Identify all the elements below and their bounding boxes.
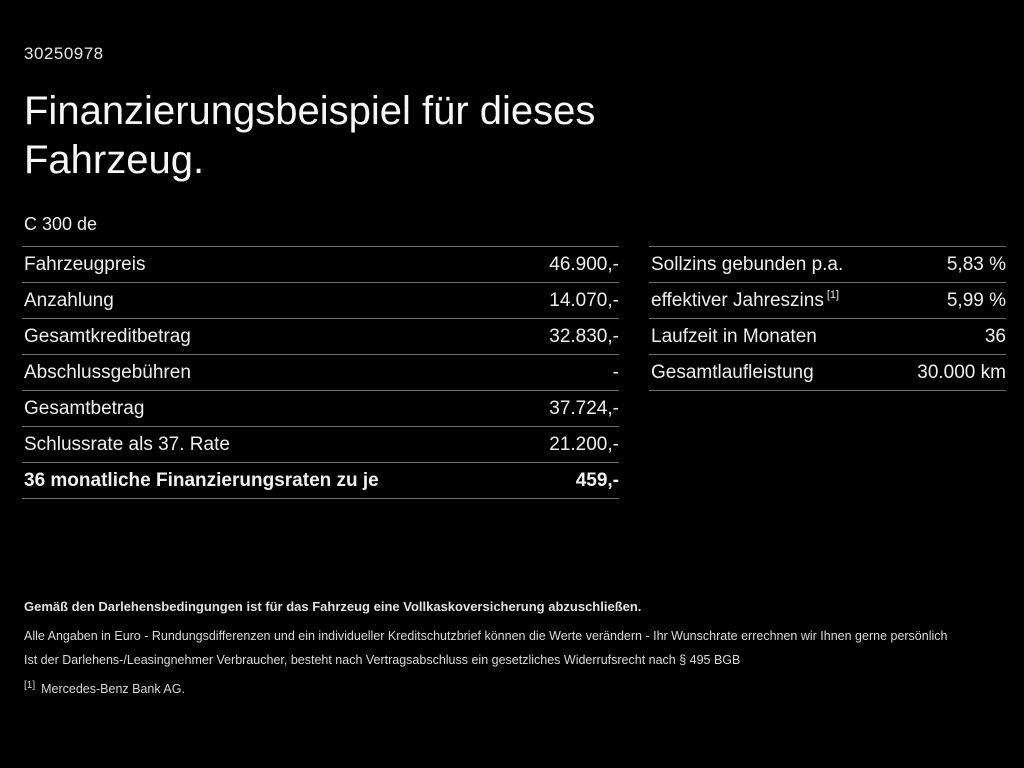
table-row: Laufzeit in Monaten 36 [649,318,1006,354]
row-value: 5,99 % [946,289,1006,311]
row-label: Sollzins gebunden p.a. [651,253,844,275]
table-row: Abschlussgebühren - [22,354,619,390]
row-label: Fahrzeugpreis [24,253,146,275]
row-label: effektiver Jahreszins [1] [649,290,839,312]
row-label: Anzahlung [24,289,114,311]
financing-tables: Fahrzeugpreis 46.900,- Anzahlung 14.070,… [22,246,1007,499]
footnote-marker: [1] [24,680,36,691]
table-row: Sollzins gebunden p.a. 5,83 % [649,246,1006,282]
offer-id: 30250978 [24,44,104,63]
row-value: 37.724,- [549,397,619,419]
row-value: 5,83 % [946,253,1006,275]
row-label: Gesamtbetrag [24,397,145,419]
row-value: 21.200,- [549,433,619,455]
financing-conditions-table: Sollzins gebunden p.a. 5,83 % effektiver… [649,246,1006,391]
table-row: effektiver Jahreszins [1] 5,99 % [649,282,1006,318]
disclaimer-note-1: Alle Angaben in Euro - Rundungsdifferenz… [24,629,948,643]
row-value: - [612,361,619,383]
row-value: 32.830,- [549,325,619,347]
row-label: Abschlussgebühren [24,361,191,383]
row-value: 30.000 km [917,361,1006,383]
table-row: Fahrzeugpreis 46.900,- [22,246,619,282]
row-value: 36 [984,325,1006,347]
footnote-bank: [1] Mercedes-Benz Bank AG. [24,678,1007,697]
table-row: Gesamtlaufleistung 30.000 km [649,354,1006,390]
row-label-text: effektiver Jahreszins [651,289,824,311]
row-label: Schlussrate als 37. Rate [24,433,230,455]
page-title-line1: Finanzierungsbeispiel für dieses [24,89,596,133]
row-label: 36 monatliche Finanzierungsraten zu je [24,469,379,491]
row-label: Gesamtlaufleistung [651,361,814,383]
row-label: Laufzeit in Monaten [651,325,817,347]
row-label: Gesamtkreditbetrag [24,325,191,347]
insurance-requirement-note: Gemäß den Darlehensbedingungen ist für d… [24,599,642,614]
table-row: Gesamtbetrag 37.724,- [22,390,619,426]
disclaimer-note-2: Ist der Darlehens-/Leasingnehmer Verbrau… [24,653,741,667]
legal-footer: Gemäß den Darlehensbedingungen ist für d… [24,599,1007,697]
page-title: Finanzierungsbeispiel für dieses Fahrzeug… [24,87,1007,185]
table-row: Anzahlung 14.070,- [22,282,619,318]
table-row: Schlussrate als 37. Rate 21.200,- [22,426,619,462]
footnote-reference: [1] [826,289,840,302]
row-value: 459,- [575,469,619,491]
table-row: Gesamtkreditbetrag 32.830,- [22,318,619,354]
row-value: 14.070,- [549,289,619,311]
page-title-line2: Fahrzeug. [24,138,205,182]
vehicle-model: C 300 de [24,214,98,234]
table-row-monthly-rate: 36 monatliche Finanzierungsraten zu je 4… [22,462,619,498]
financing-amounts-table: Fahrzeugpreis 46.900,- Anzahlung 14.070,… [22,246,619,499]
row-value: 46.900,- [549,253,619,275]
footnote-text: Mercedes-Benz Bank AG. [41,682,185,697]
